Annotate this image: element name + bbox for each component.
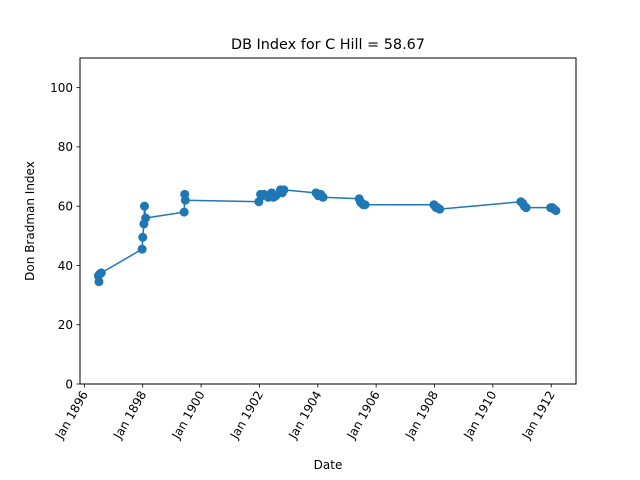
data-point — [435, 204, 445, 214]
chart-title: DB Index for C Hill = 58.67 — [231, 37, 425, 53]
data-point — [360, 200, 370, 210]
data-point — [139, 201, 149, 211]
data-point — [137, 244, 147, 254]
data-point — [279, 185, 289, 195]
series-c-hill — [93, 185, 561, 287]
y-tick-label: 0 — [65, 377, 73, 391]
y-axis: 0 20 40 60 80 100 — [50, 81, 80, 391]
data-point — [138, 232, 148, 242]
axes-frame — [79, 57, 577, 385]
y-tick-label: 80 — [58, 140, 73, 154]
y-tick-label: 100 — [50, 81, 73, 95]
plot-area — [79, 57, 577, 385]
y-axis-label: Don Bradman Index — [23, 161, 37, 281]
data-point — [141, 213, 151, 223]
data-point — [318, 192, 328, 202]
y-tick-label: 60 — [58, 199, 73, 213]
data-point — [180, 195, 190, 205]
data-point — [551, 206, 561, 216]
data-point — [179, 207, 189, 217]
data-point — [96, 268, 106, 278]
x-axis-label: Date — [314, 458, 343, 472]
y-tick-label: 40 — [58, 259, 73, 273]
y-tick-label: 20 — [58, 318, 73, 332]
data-point — [94, 277, 104, 287]
data-point — [521, 203, 531, 213]
